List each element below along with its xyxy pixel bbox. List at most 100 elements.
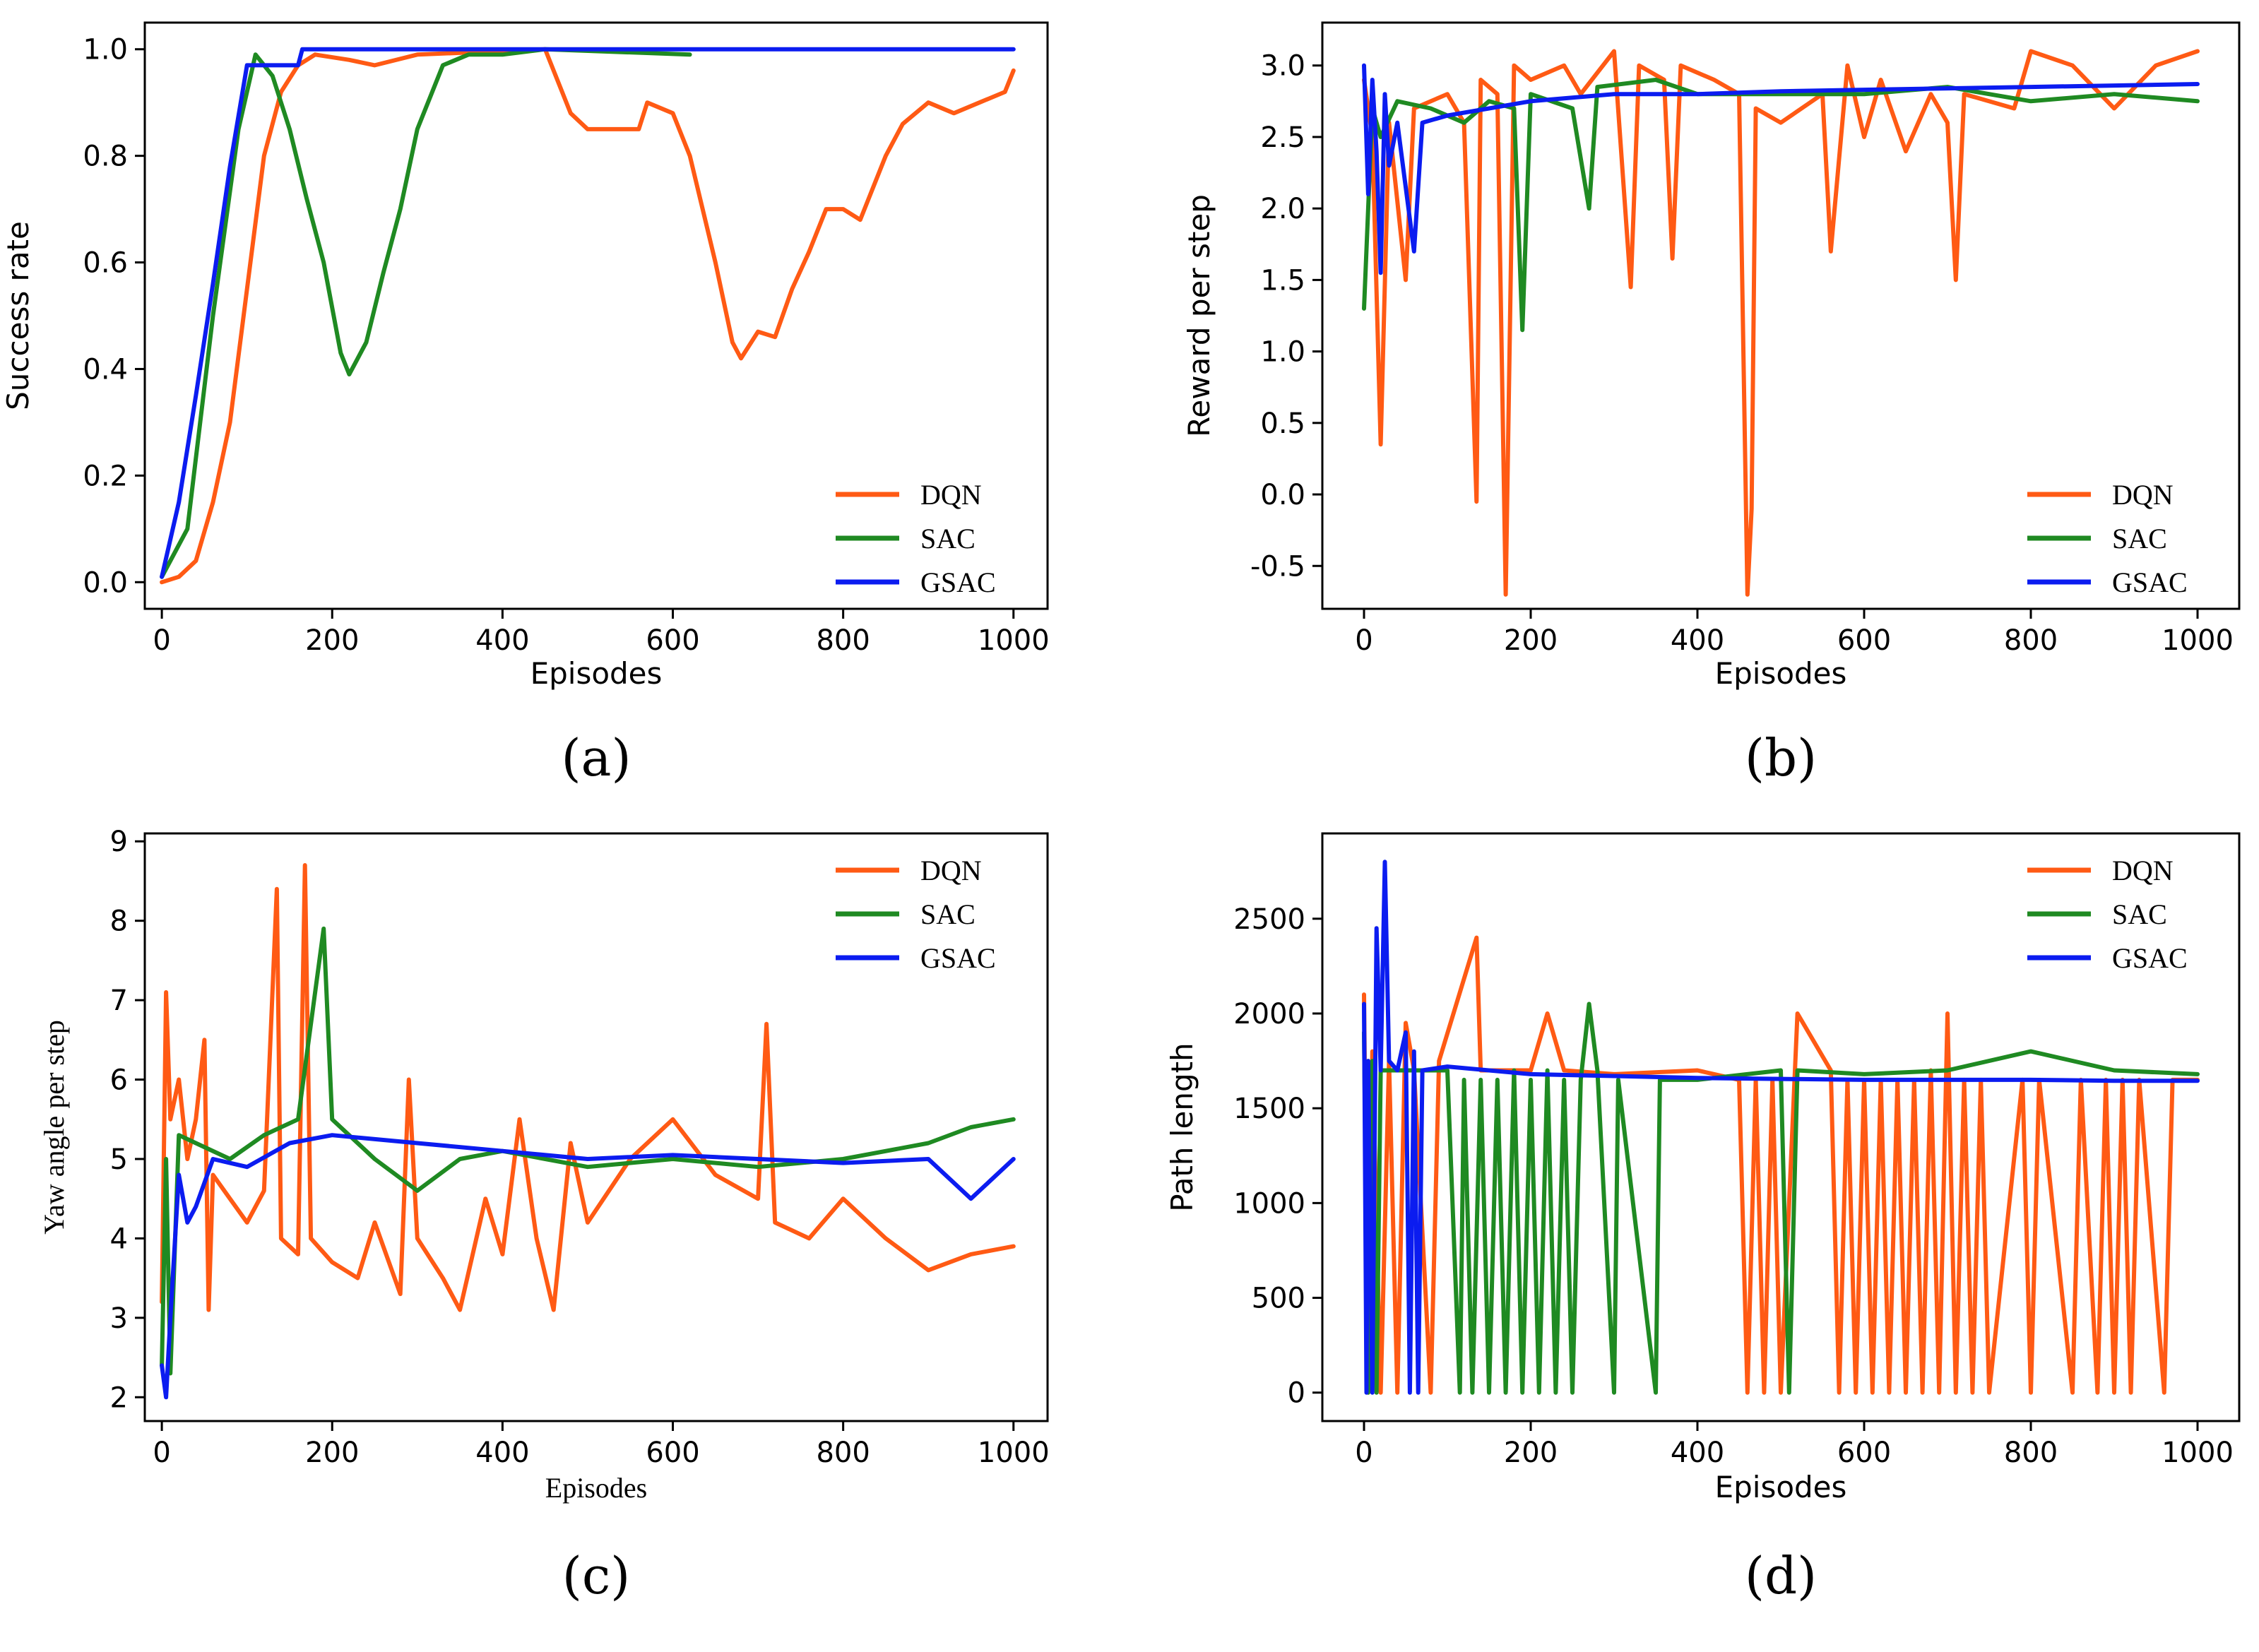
panel-caption: (b) <box>1745 728 1817 788</box>
y-tick-label: 5 <box>110 1143 128 1176</box>
x-tick-label: 600 <box>1837 1437 1891 1469</box>
legend-label-dqn: DQN <box>920 855 982 886</box>
series-line-gsac <box>1362 860 2200 1395</box>
series-line-gsac <box>160 47 1016 579</box>
y-tick-label: 1.0 <box>1260 336 1305 369</box>
series-line-sac <box>160 926 1016 1376</box>
legend-label-gsac: GSAC <box>2112 566 2188 598</box>
x-tick-label: 800 <box>2004 624 2058 657</box>
x-tick-label: 1000 <box>978 624 1050 657</box>
x-tick-label: 1000 <box>978 1437 1050 1469</box>
plot-area <box>1362 860 2200 1395</box>
x-tick-label: 600 <box>646 1437 699 1469</box>
x-tick-label: 600 <box>646 624 699 657</box>
x-tick-label: 200 <box>305 1437 359 1469</box>
y-tick-label: 2500 <box>1233 903 1305 936</box>
chart-panel-b: 0 200 400 600 800 1000 -0.5 0.0 0.5 1.0 1.5 2.0 2.5 3… <box>1182 21 2241 788</box>
x-tick-label: 1000 <box>2162 1437 2234 1469</box>
x-tick-label: 200 <box>1504 1437 1558 1469</box>
x-tick-label: 800 <box>816 1437 870 1469</box>
y-tick-label: 0.0 <box>1260 479 1305 511</box>
plot-area <box>160 863 1016 1400</box>
panel-caption: (a) <box>561 728 631 788</box>
axes-frame <box>1321 21 2241 610</box>
series-line-sac <box>160 47 692 579</box>
axes-frame <box>143 21 1049 610</box>
legend: DQN SAC GSAC <box>836 479 996 598</box>
y-tick-label: 2000 <box>1233 998 1305 1030</box>
legend-label-dqn: DQN <box>2112 479 2174 511</box>
chart-panel-a: 0 200 400 600 800 1000 0.0 0.2 0.4 0.6 0.8 1.0 Episo… <box>1 21 1050 788</box>
y-tick-label: 3 <box>110 1302 128 1335</box>
x-tick-label: 800 <box>816 624 870 657</box>
x-tick-label: 400 <box>1671 1437 1724 1469</box>
y-tick-label: 0.5 <box>1260 408 1305 440</box>
axes-frame <box>1321 832 2241 1422</box>
y-tick-label: 9 <box>110 826 128 858</box>
x-tick-label: 800 <box>2004 1437 2058 1469</box>
x-tick-label: 400 <box>475 1437 529 1469</box>
legend-label-sac: SAC <box>920 898 976 930</box>
y-tick-label: 3.0 <box>1260 50 1305 83</box>
y-tick-label: 1500 <box>1233 1093 1305 1125</box>
y-axis-label: Success rate <box>1 221 35 410</box>
panel-caption: (c) <box>562 1546 631 1605</box>
y-tick-label: 7 <box>110 985 128 1017</box>
x-tick-label: 0 <box>1355 1437 1372 1469</box>
y-tick-label: 0.0 <box>83 566 128 599</box>
y-tick-label: 0.4 <box>83 353 128 386</box>
y-axis-label: Path length <box>1165 1042 1199 1212</box>
series-line-sac <box>1362 1002 2200 1395</box>
series-line-dqn <box>1362 49 2200 597</box>
x-axis-label: Episodes <box>545 1472 647 1504</box>
y-tick-label: 0 <box>1288 1377 1305 1410</box>
x-tick-label: 0 <box>153 1437 170 1469</box>
series-line-dqn <box>160 863 1016 1312</box>
legend-label-sac: SAC <box>2112 523 2167 554</box>
y-tick-label: 0.6 <box>83 247 128 280</box>
legend: DQN SAC GSAC <box>836 855 996 974</box>
x-tick-label: 1000 <box>2162 624 2234 657</box>
y-tick-label: 8 <box>110 905 128 938</box>
plot-area <box>1362 49 2200 597</box>
y-tick-label: 1.0 <box>83 34 128 66</box>
legend: DQN SAC GSAC <box>2027 855 2188 974</box>
x-axis-label: Episodes <box>1715 1470 1847 1504</box>
y-tick-label: 1000 <box>1233 1187 1305 1220</box>
y-axis-label: Yaw angle per step <box>38 1020 70 1235</box>
series-line-sac <box>1362 78 2200 333</box>
y-tick-label: 1.5 <box>1260 264 1305 297</box>
series-line-dqn <box>1362 935 2200 1395</box>
legend-label-dqn: DQN <box>920 479 982 511</box>
x-axis-label: Episodes <box>530 656 663 691</box>
y-tick-label: -0.5 <box>1250 550 1305 583</box>
legend-label-dqn: DQN <box>2112 855 2174 886</box>
y-tick-label: 500 <box>1252 1283 1305 1315</box>
x-tick-label: 200 <box>1504 624 1558 657</box>
x-tick-label: 200 <box>305 624 359 657</box>
x-tick-label: 400 <box>1671 624 1724 657</box>
series-line-gsac <box>1362 63 2200 275</box>
x-tick-label: 600 <box>1837 624 1891 657</box>
x-axis-label: Episodes <box>1715 656 1847 691</box>
legend-label-sac: SAC <box>2112 898 2167 930</box>
x-tick-label: 0 <box>1355 624 1372 657</box>
legend-label-gsac: GSAC <box>2112 942 2188 974</box>
y-tick-label: 2.0 <box>1260 193 1305 225</box>
x-tick-label: 400 <box>475 624 529 657</box>
y-tick-label: 6 <box>110 1064 128 1097</box>
y-tick-label: 0.8 <box>83 141 128 173</box>
chart-panel-c: 0 200 400 600 800 1000 2 3 4 5 6 7 8 9 Episodes Yaw ang… <box>38 826 1050 1605</box>
axes-frame <box>143 832 1049 1422</box>
legend-label-sac: SAC <box>920 523 976 554</box>
legend: DQN SAC GSAC <box>2027 479 2188 598</box>
y-tick-label: 0.2 <box>83 460 128 492</box>
y-axis-label: Reward per step <box>1182 194 1216 437</box>
series-line-dqn <box>160 47 1016 585</box>
y-tick-label: 4 <box>110 1223 128 1255</box>
y-tick-label: 2 <box>110 1381 128 1414</box>
panel-caption: (d) <box>1745 1546 1817 1605</box>
chart-panel-d: 0 200 400 600 800 1000 0 500 1000 1500 2000 2500 Epi… <box>1165 832 2241 1605</box>
y-tick-label: 2.5 <box>1260 121 1305 154</box>
